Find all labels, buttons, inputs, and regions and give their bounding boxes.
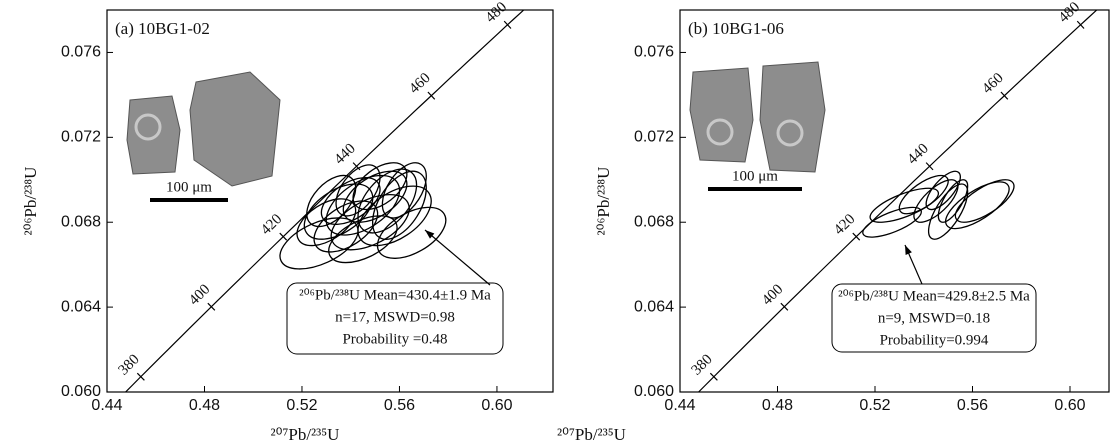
scale-bar-label: 100 μm	[732, 168, 778, 184]
error-ellipse	[357, 185, 432, 247]
plot-frame	[679, 9, 1110, 393]
age-tick	[709, 372, 718, 381]
error-ellipse	[937, 179, 969, 223]
annotation-line: n=9, MSWD=0.18	[878, 310, 990, 326]
x-tick-label: 0.60	[1054, 397, 1085, 414]
age-tick	[427, 91, 436, 100]
age-tick	[852, 232, 861, 241]
error-ellipse	[279, 217, 359, 270]
y-tick-label: 0.064	[634, 298, 674, 315]
x-tick-label: 0.60	[481, 397, 512, 414]
error-ellipse	[925, 170, 961, 211]
age-tick	[1000, 91, 1009, 100]
annotation-line: n=17, MSWD=0.98	[335, 309, 455, 325]
zircon-image	[759, 61, 826, 173]
zircon-image	[126, 95, 181, 175]
error-ellipse	[328, 215, 398, 264]
error-ellipse	[306, 174, 357, 228]
x-axis-label: ²⁰⁷Pb/²³⁵U	[557, 425, 626, 444]
age-tick	[279, 232, 288, 241]
x-tick-label: 0.52	[859, 397, 890, 414]
age-tick	[136, 372, 145, 381]
arrow	[424, 229, 491, 286]
scale-bar-label: 100 μm	[166, 179, 212, 195]
x-tick-label: 0.52	[286, 397, 317, 414]
spot	[706, 118, 734, 146]
zircon-image	[189, 71, 281, 187]
annotation-box	[286, 282, 504, 355]
annotation-line: ²⁰⁶Pb/²³⁸U Mean=429.8±2.5 Ma	[838, 288, 1030, 304]
error-ellipse	[335, 164, 381, 217]
concordia-curve	[697, 10, 1098, 392]
error-ellipse	[381, 162, 427, 219]
x-tick-label: 0.48	[189, 397, 220, 414]
error-ellipse	[954, 179, 1015, 223]
error-ellipse	[913, 179, 959, 223]
error-ellipse	[898, 174, 949, 215]
panel-label: (a) 10BG1-02	[115, 19, 210, 38]
age-tick	[207, 302, 216, 311]
y-axis-label: ²⁰⁶Pb/²³⁸U	[594, 167, 613, 236]
error-ellipse	[945, 181, 1010, 230]
age-tick	[352, 162, 361, 171]
error-ellipse	[927, 183, 969, 240]
error-ellipse	[352, 162, 408, 211]
y-tick-label: 0.060	[634, 383, 674, 400]
x-tick-label: 0.56	[384, 397, 415, 414]
spot	[776, 119, 804, 147]
error-ellipse	[325, 174, 401, 236]
age-tick	[503, 20, 512, 29]
spot	[134, 113, 162, 141]
concordia-curve	[124, 10, 525, 392]
x-tick-label: 0.44	[664, 397, 695, 414]
age-tick	[780, 302, 789, 311]
plot-frame	[106, 9, 554, 393]
y-tick-label: 0.060	[61, 383, 101, 400]
error-ellipse	[296, 198, 357, 247]
y-axis-label: ²⁰⁶Pb/²³⁸U	[21, 167, 40, 236]
annotation-line: Probability =0.48	[342, 331, 447, 347]
age-tick	[1076, 20, 1085, 29]
annotation-box	[831, 283, 1037, 353]
error-ellipse	[862, 206, 922, 238]
error-ellipse	[869, 187, 940, 223]
x-tick-label: 0.56	[957, 397, 988, 414]
y-tick-label: 0.076	[61, 44, 101, 61]
error-ellipse	[303, 183, 374, 240]
y-tick-label: 0.076	[634, 44, 674, 61]
annotation-line: ²⁰⁶Pb/²³⁸U Mean=430.4±1.9 Ma	[299, 287, 491, 303]
y-tick-label: 0.068	[634, 213, 674, 230]
y-tick-label: 0.072	[61, 129, 101, 146]
x-axis-label: ²⁰⁷Pb/²³⁵U	[271, 425, 340, 444]
x-tick-label: 0.48	[762, 397, 793, 414]
arrow-head	[905, 245, 912, 255]
y-tick-label: 0.064	[61, 298, 101, 315]
annotation-line: Probability=0.994	[880, 332, 989, 348]
x-tick-label: 0.44	[91, 397, 122, 414]
y-tick-label: 0.072	[634, 129, 674, 146]
zircon-image	[689, 67, 754, 163]
panel-label: (b) 10BG1-06	[688, 19, 784, 38]
error-ellipse	[330, 193, 410, 251]
arrow-head	[425, 230, 435, 239]
age-tick	[925, 162, 934, 171]
y-tick-label: 0.068	[61, 213, 101, 230]
